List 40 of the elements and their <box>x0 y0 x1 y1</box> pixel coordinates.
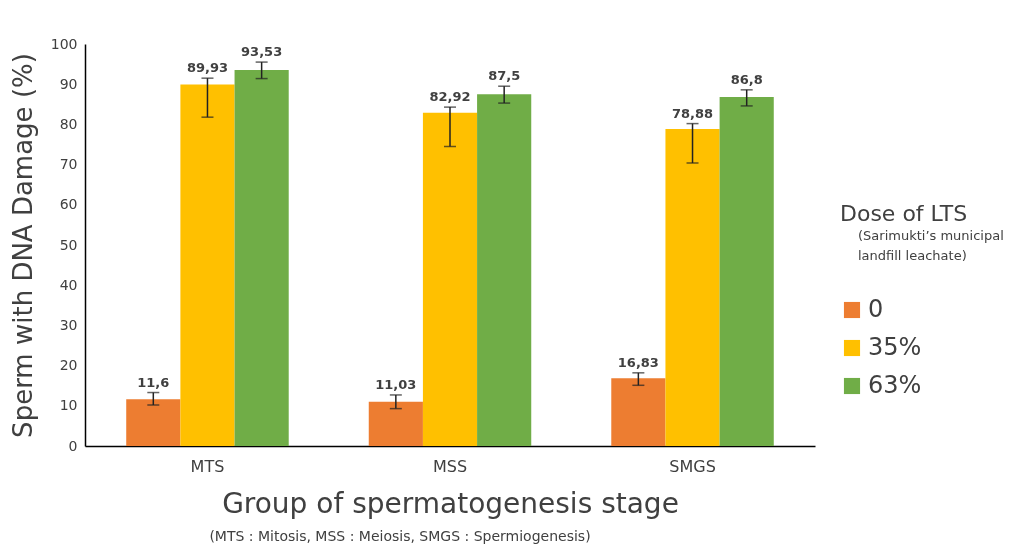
y-tick-label: 40 <box>59 276 78 293</box>
bar <box>422 112 478 446</box>
data-label: 93,53 <box>241 44 283 60</box>
y-tick-label: 100 <box>50 35 78 52</box>
bar <box>611 378 666 446</box>
x-axis-title: Group of spermatogenesis stage <box>222 486 679 520</box>
y-tick-label: 20 <box>59 357 78 374</box>
data-label: 89,93 <box>186 60 229 76</box>
data-label: 16,83 <box>617 354 659 370</box>
y-tick-label: 30 <box>59 316 78 333</box>
bar <box>665 128 720 446</box>
data-label: 11,03 <box>375 376 417 392</box>
x-tick-label: MTS <box>190 456 225 476</box>
x-tick-label: SMGS <box>669 456 716 476</box>
data-label: 86,8 <box>730 71 763 87</box>
y-tick-label: 0 <box>68 437 78 454</box>
data-label: 78,88 <box>671 105 714 121</box>
y-tick-label: 70 <box>59 156 78 173</box>
bar <box>368 401 423 446</box>
y-tick-label: 90 <box>59 75 78 92</box>
text: (MTS : Mitosis, MSS : Meiosis, SMGS : Spermiogenesis) <box>208 528 592 544</box>
y-axis-title: Sperm with DNA Damage (%) <box>7 53 38 438</box>
bar <box>719 97 774 446</box>
legend-title: Dose of LTS <box>840 201 968 226</box>
bar <box>234 70 289 446</box>
data-label: 82,92 <box>429 89 471 105</box>
text: (Sarimukti’s municipal landfill leachate) <box>858 227 1005 265</box>
y-tick-label: 80 <box>59 115 78 132</box>
legend-label: 63% <box>868 371 922 399</box>
data-label: 11,6 <box>137 374 170 390</box>
y-tick-label: 60 <box>59 196 78 213</box>
bar <box>126 399 181 446</box>
bar <box>477 94 532 446</box>
y-tick-label: 10 <box>59 397 78 414</box>
y-tick-label: 50 <box>59 236 78 253</box>
x-tick-label: MSS <box>432 456 468 476</box>
legend-label: 35% <box>868 333 922 361</box>
data-label: 87,5 <box>488 68 521 84</box>
legend-label: 0 <box>868 295 884 323</box>
bar <box>180 84 235 446</box>
